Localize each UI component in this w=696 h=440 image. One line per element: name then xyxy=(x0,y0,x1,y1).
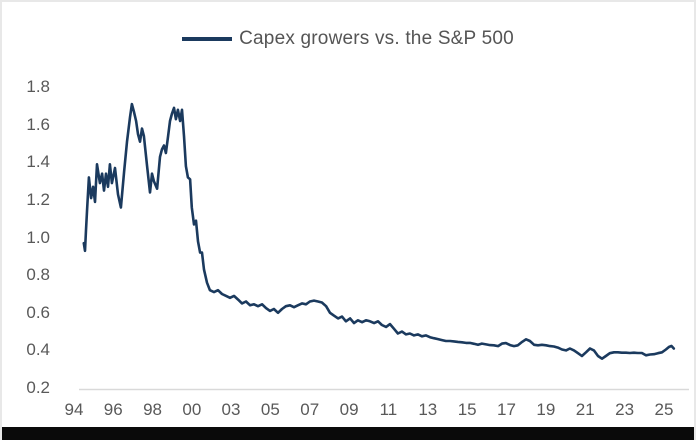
y-tick-label-1.4: 1.4 xyxy=(26,152,50,172)
x-tick-label-03: 03 xyxy=(221,400,241,419)
x-tick-label-00: 00 xyxy=(182,400,202,419)
x-tick-label-21: 21 xyxy=(575,400,595,419)
legend: Capex growers vs. the S&P 500 xyxy=(2,28,694,50)
y-tick-label-0.2: 0.2 xyxy=(26,378,50,397)
x-tick-label-96: 96 xyxy=(103,400,123,419)
legend-line-icon xyxy=(182,37,233,41)
y-tick-label-1.8: 1.8 xyxy=(26,77,50,97)
bottom-border-bar xyxy=(2,427,694,440)
y-tick-label-0.6: 0.6 xyxy=(26,302,50,322)
x-tick-label-15: 15 xyxy=(457,400,477,419)
x-tick-label-25: 25 xyxy=(654,400,674,419)
x-tick-label-05: 05 xyxy=(260,400,280,419)
y-tick-label-0.8: 0.8 xyxy=(26,265,50,285)
x-tick-label-94: 94 xyxy=(64,400,84,419)
x-tick-label-11: 11 xyxy=(379,400,398,419)
legend-label: Capex growers vs. the S&P 500 xyxy=(239,28,514,49)
y-tick-label-1.6: 1.6 xyxy=(26,114,50,134)
x-tick-label-09: 09 xyxy=(339,400,359,419)
x-tick-label-23: 23 xyxy=(615,400,635,419)
x-tick-label-17: 17 xyxy=(497,400,516,419)
y-tick-label-0.4: 0.4 xyxy=(26,340,50,360)
y-tick-label-1.0: 1.0 xyxy=(26,227,50,247)
x-tick-label-98: 98 xyxy=(143,400,162,419)
x-tick-label-19: 19 xyxy=(536,400,556,419)
x-tick-label-13: 13 xyxy=(418,400,438,419)
y-tick-label-1.2: 1.2 xyxy=(26,190,50,209)
series-line-capex-growers xyxy=(82,102,676,361)
x-tick-label-07: 07 xyxy=(300,400,320,419)
